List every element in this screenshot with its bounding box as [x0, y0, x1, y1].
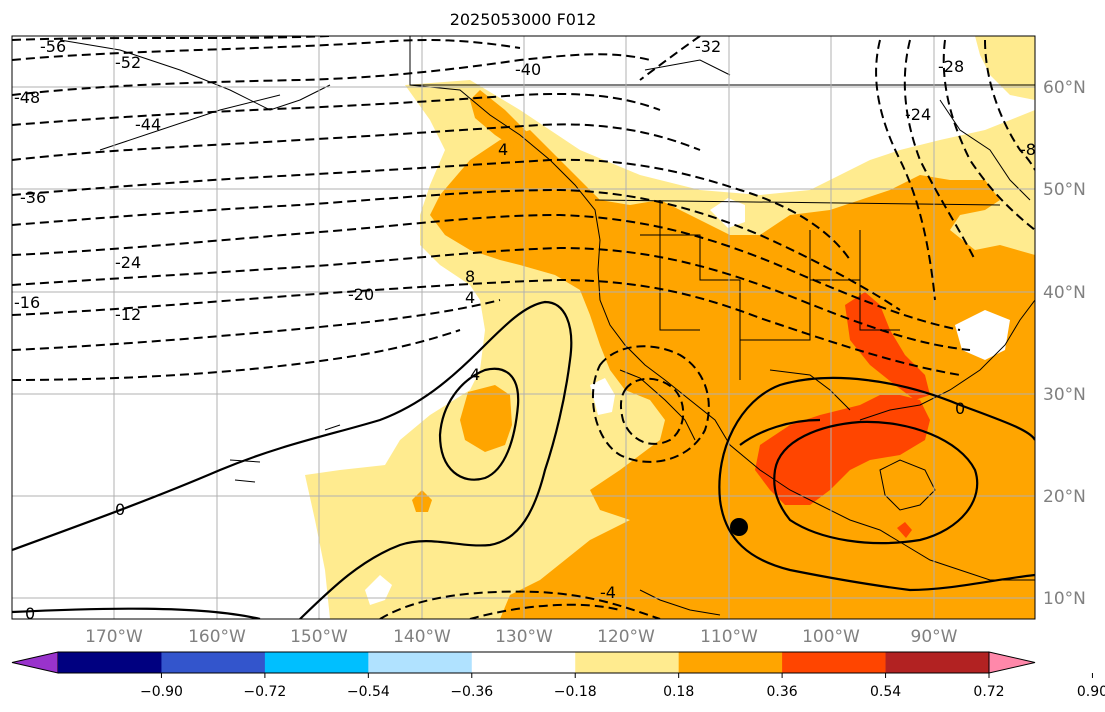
colorbar-extend-high — [988, 651, 1036, 674]
lon-label: 110°W — [700, 627, 758, 647]
colorbar-tick-label: 0.90 — [1077, 684, 1105, 700]
colorbar-tick-label: −0.72 — [243, 684, 286, 700]
lon-label: 100°W — [802, 627, 860, 647]
colorbar — [11, 651, 1036, 674]
location-marker — [730, 518, 748, 536]
colorbar-segment — [782, 652, 887, 673]
contour-label: -12 — [115, 305, 141, 324]
shade-0.54-0.72-spot — [897, 522, 912, 538]
shade-0.36-0.54-blob — [460, 385, 512, 452]
colorbar-tick-label: −0.18 — [554, 684, 597, 700]
contour-label: -44 — [135, 115, 161, 134]
colorbar-tick-label: −0.36 — [450, 684, 493, 700]
contour-labels: -56 -52 -48 -44 -40 -36 -32 -28 -24 -24 … — [14, 37, 1036, 623]
lat-label: 50°N — [1043, 180, 1086, 200]
shade-hole-1 — [710, 198, 745, 228]
contour-label: -52 — [115, 53, 141, 72]
contour-label: 4 — [498, 140, 508, 159]
map-area: -56 -52 -48 -44 -40 -36 -32 -28 -24 -24 … — [12, 36, 1036, 623]
contour-label: -20 — [348, 285, 374, 304]
colorbar-segment — [471, 652, 576, 673]
colorbar-tick-label: 0.36 — [767, 684, 798, 700]
contour-label: -56 — [40, 37, 66, 56]
shade-0.54-0.72-ne — [845, 292, 930, 400]
lon-label: 140°W — [393, 627, 451, 647]
colorbar-tick-label: 0.18 — [663, 684, 694, 700]
colorbar-segment — [161, 652, 266, 673]
contour-label: -36 — [20, 188, 46, 207]
lat-label: 10°N — [1043, 589, 1086, 609]
shade-0.36-0.54 — [430, 130, 1035, 619]
colorbar-tick-label: −0.54 — [347, 684, 390, 700]
shade-hole-2 — [590, 378, 615, 415]
colorbar-segment — [678, 652, 783, 673]
contour-label: 0 — [25, 604, 35, 623]
shade-hole-3 — [955, 310, 1010, 360]
contour-label: -8 — [1020, 140, 1036, 159]
lon-label: 120°W — [597, 627, 655, 647]
lon-label: 130°W — [495, 627, 553, 647]
colorbar-tick-label: 0.54 — [870, 684, 901, 700]
colorbar-segment — [885, 652, 990, 673]
lon-label: 160°W — [188, 627, 246, 647]
contour-label: -40 — [515, 60, 541, 79]
colorbar-tick-label: 0.72 — [973, 684, 1004, 700]
lon-label: 90°W — [911, 627, 958, 647]
lat-label: 30°N — [1043, 385, 1086, 405]
contour-label: -24 — [905, 105, 931, 124]
contour-label: -32 — [695, 37, 721, 56]
contour-label: 4 — [470, 365, 480, 384]
lon-label: 150°W — [290, 627, 348, 647]
contour-label: 4 — [465, 288, 475, 307]
shade-0.36-0.54-north — [470, 90, 545, 155]
colorbar-segment — [58, 652, 162, 673]
negative-contours — [12, 36, 1035, 619]
colorbar-segment — [575, 652, 680, 673]
contour-label: -16 — [14, 293, 40, 312]
colorbar-segment — [264, 652, 369, 673]
lat-labels: 60°N 50°N 40°N 30°N 20°N 10°N — [1043, 78, 1086, 609]
lat-label: 60°N — [1043, 78, 1086, 98]
contour-label: 8 — [465, 267, 475, 286]
contour-label: 0 — [115, 500, 125, 519]
contour-label: -4 — [600, 583, 616, 602]
colorbar-ticks: −0.90 −0.72 −0.54 −0.36 −0.18 0.18 0.36 0.54 0.7… — [140, 673, 1105, 700]
colorbar-tick-label: −0.90 — [140, 684, 183, 700]
figure-title: 2025053000 F012 — [450, 10, 597, 29]
contour-label: 0 — [955, 399, 965, 418]
shade-0.18-0.36-nw — [975, 36, 1035, 100]
contour-label: -28 — [938, 57, 964, 76]
map-frame — [11, 35, 1036, 620]
contour-label: -48 — [14, 88, 40, 107]
lat-label: 20°N — [1043, 487, 1086, 507]
colorbar-extend-low — [11, 651, 59, 674]
colorbar-segment — [368, 652, 473, 673]
lat-label: 40°N — [1043, 283, 1086, 303]
colorbar-outline — [58, 651, 989, 674]
contour-label: -24 — [115, 253, 141, 272]
lon-label: 170°W — [85, 627, 143, 647]
positive-contours — [12, 300, 1035, 619]
lon-labels: 170°W 160°W 150°W 140°W 130°W 120°W 110°… — [85, 627, 958, 647]
